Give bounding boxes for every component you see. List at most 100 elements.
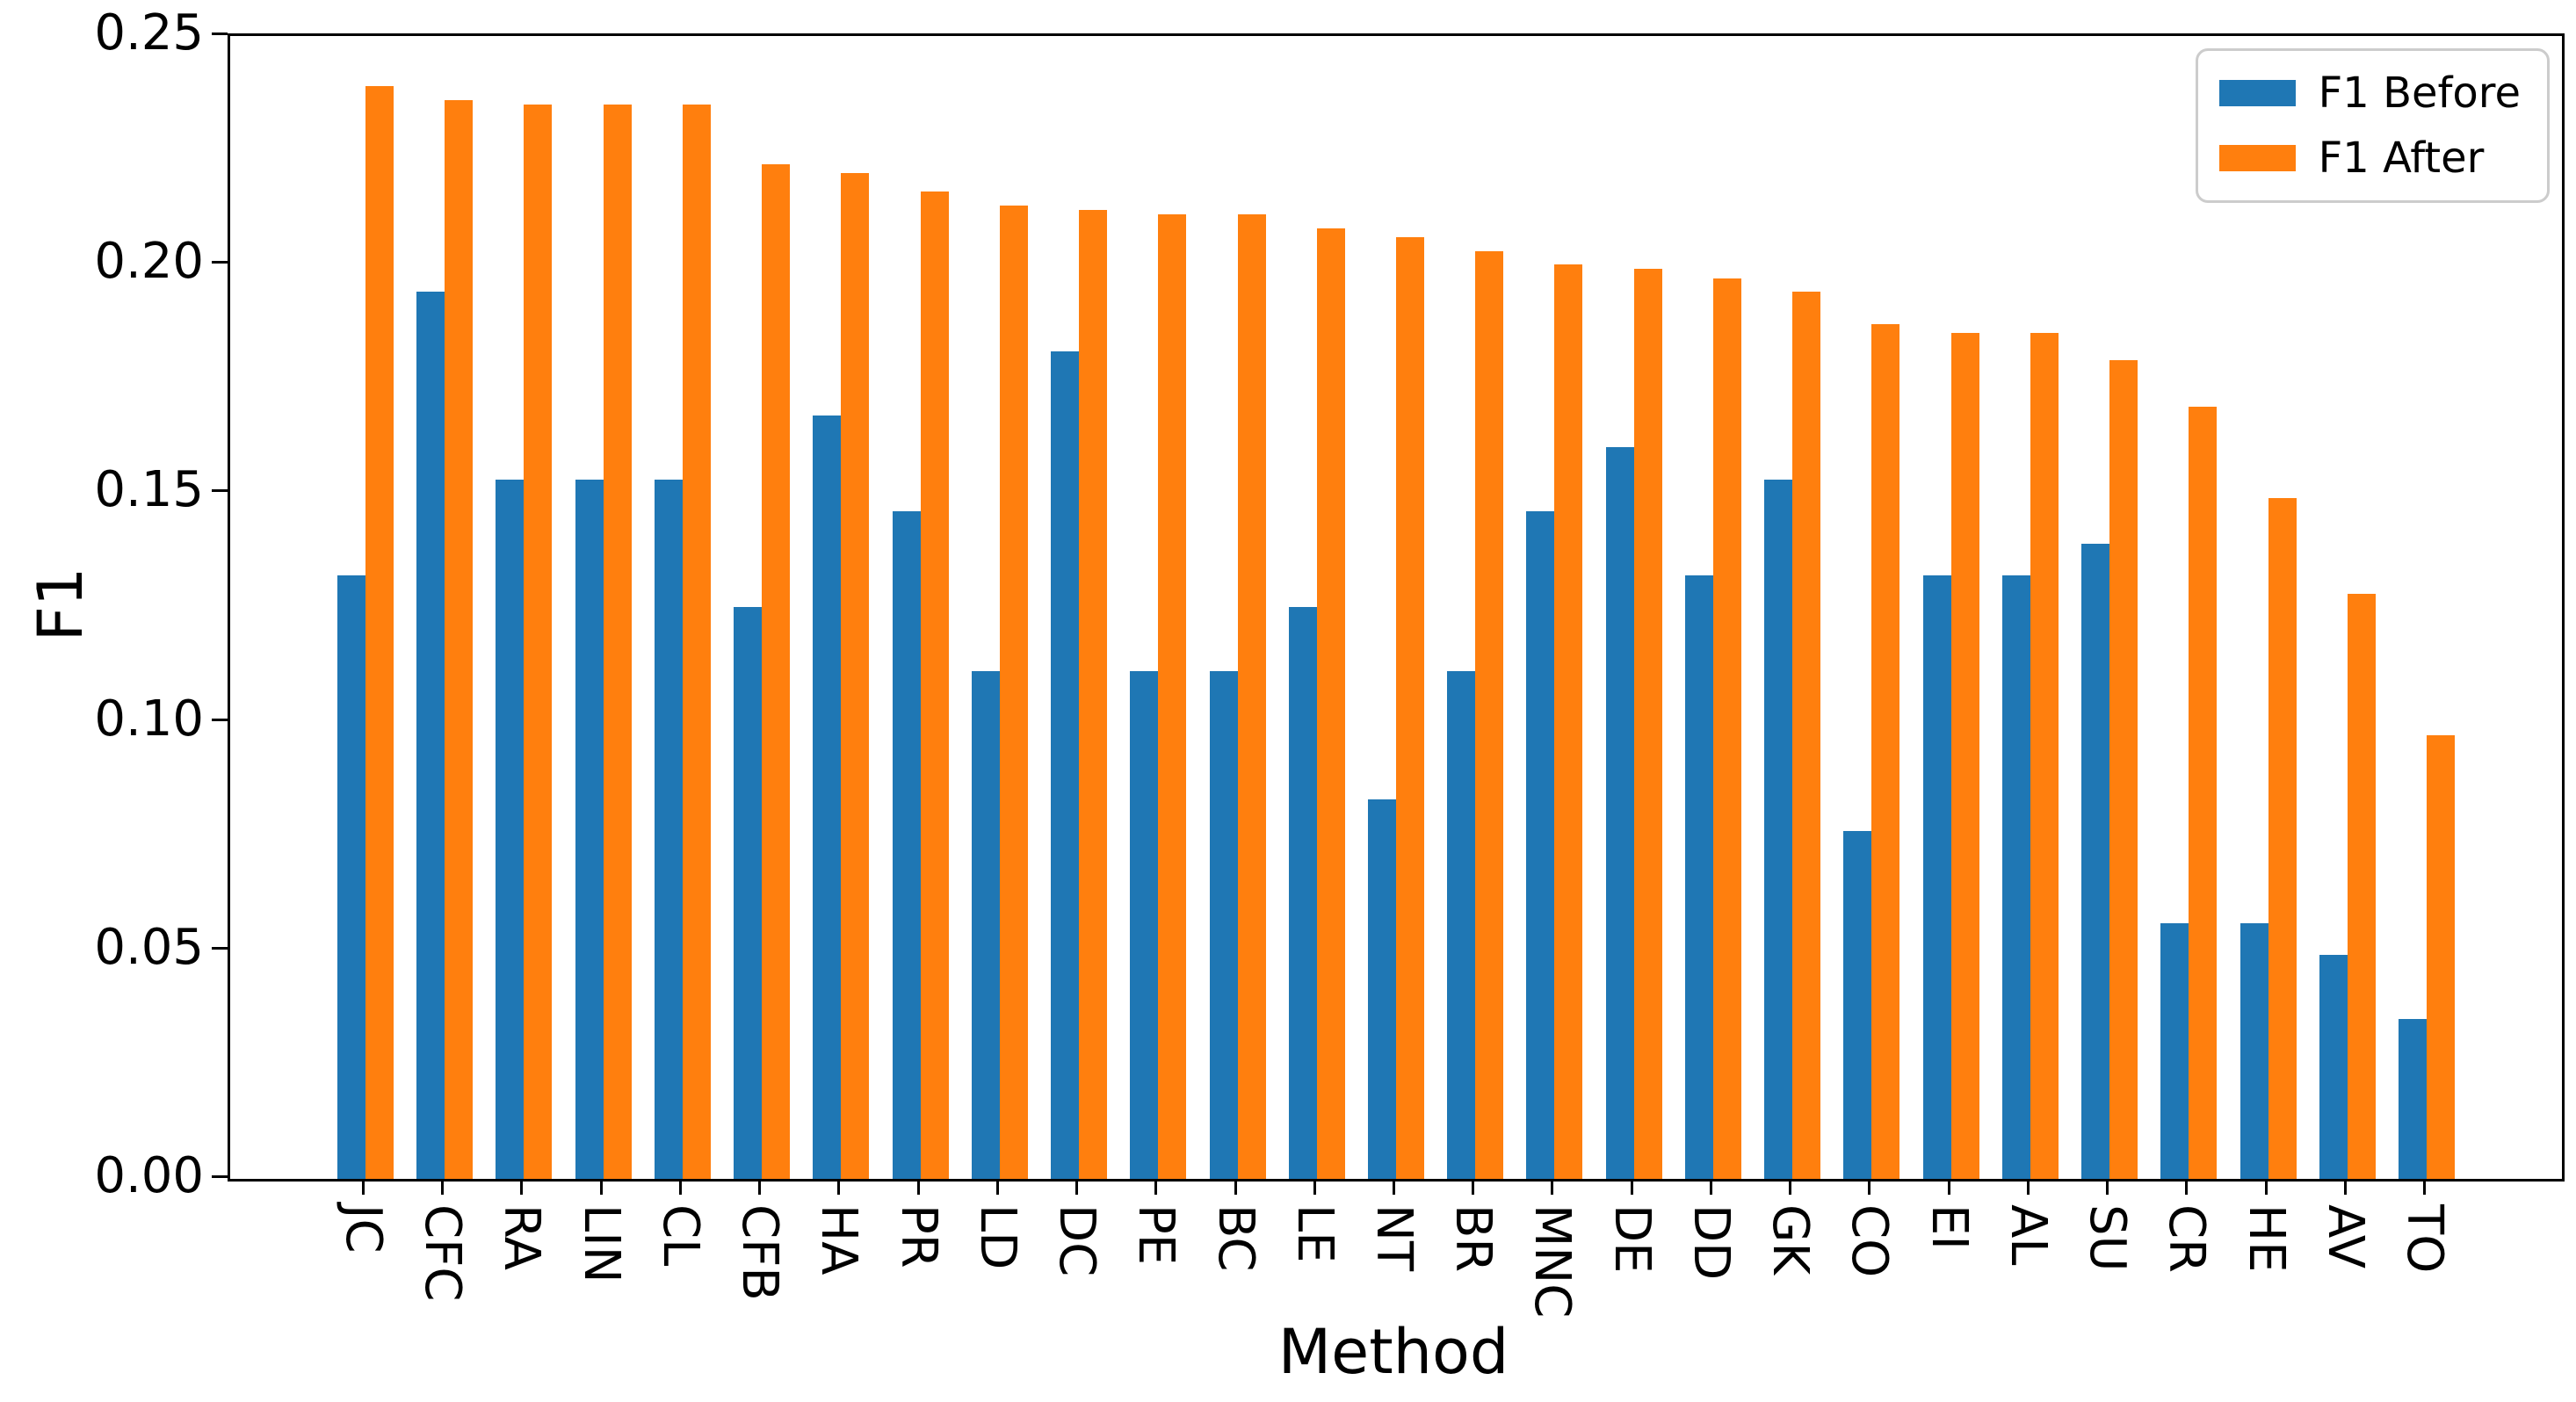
x-tick-label-to: TO — [2396, 1204, 2453, 1274]
bar-before-ha — [813, 416, 841, 1179]
x-tick-label-mnc: MNC — [1523, 1204, 1581, 1319]
bar-before-cfb — [734, 607, 762, 1179]
bar-after-de — [1634, 269, 1662, 1179]
bar-before-cfc — [416, 292, 445, 1179]
bar-before-le — [1289, 607, 1317, 1179]
bar-before-lin — [575, 480, 604, 1179]
legend-entry-f1-before: F1 Before — [2218, 69, 2521, 118]
bar-before-to — [2399, 1019, 2427, 1179]
bar-before-de — [1606, 447, 1634, 1179]
bar-after-bc — [1238, 214, 1266, 1179]
bar-before-su — [2081, 544, 2109, 1179]
x-tick — [1789, 1179, 1791, 1195]
x-tick — [520, 1179, 523, 1195]
legend-label-f1-before: F1 Before — [2318, 69, 2521, 118]
bar-after-cr — [2189, 407, 2217, 1179]
x-tick-label-gk: GK — [1762, 1204, 1819, 1276]
bar-after-av — [2348, 594, 2376, 1179]
bar-before-dc — [1051, 351, 1079, 1179]
bar-after-su — [2109, 360, 2138, 1179]
bar-before-mnc — [1526, 511, 1554, 1179]
y-tick — [212, 33, 228, 35]
x-tick-label-cr: CR — [2158, 1204, 2215, 1274]
bar-after-co — [1871, 324, 1899, 1179]
y-tick — [212, 947, 228, 950]
x-tick-label-co: CO — [1841, 1204, 1898, 1278]
x-tick — [2265, 1179, 2268, 1195]
bar-after-nt — [1396, 237, 1424, 1179]
bar-before-cl — [655, 480, 683, 1179]
x-tick — [996, 1179, 999, 1195]
x-tick-label-de: DE — [1603, 1204, 1661, 1274]
x-tick — [1710, 1179, 1712, 1195]
bar-after-cl — [683, 105, 711, 1179]
x-tick-label-bc: BC — [1207, 1204, 1264, 1272]
bar-before-gk — [1764, 480, 1792, 1179]
x-tick — [758, 1179, 761, 1195]
x-tick-label-av: AV — [2317, 1204, 2374, 1269]
bar-after-lin — [604, 105, 632, 1179]
y-tick — [212, 261, 228, 264]
y-tick-label: 0.25 — [94, 4, 204, 61]
x-tick — [2027, 1179, 2030, 1195]
legend-swatch-f1-before-icon — [2218, 80, 2296, 106]
y-tick-label: 0.00 — [94, 1147, 204, 1204]
x-tick-label-ei: EI — [1921, 1204, 1978, 1250]
x-tick-label-dc: DC — [1048, 1204, 1105, 1277]
x-tick-label-cfc: CFC — [414, 1204, 471, 1302]
x-tick — [2344, 1179, 2347, 1195]
y-tick — [212, 719, 228, 721]
bar-after-mnc — [1554, 264, 1582, 1179]
bar-after-ra — [524, 105, 552, 1179]
x-tick-label-al: AL — [2000, 1204, 2057, 1266]
bar-after-gk — [1792, 292, 1820, 1179]
bar-before-cr — [2160, 923, 2189, 1179]
x-tick — [1948, 1179, 1950, 1195]
bar-before-av — [2319, 955, 2348, 1179]
y-tick — [212, 1175, 228, 1178]
bar-before-pr — [893, 511, 921, 1179]
x-tick — [1551, 1179, 1553, 1195]
x-tick-label-pe: PE — [1127, 1204, 1184, 1266]
x-tick-label-ha: HA — [810, 1204, 867, 1276]
x-tick — [1393, 1179, 1395, 1195]
bar-after-dc — [1079, 210, 1107, 1179]
legend-entry-f1-after: F1 After — [2218, 134, 2521, 183]
x-tick — [679, 1179, 682, 1195]
y-tick-label: 0.15 — [94, 461, 204, 518]
x-tick-label-ld: LD — [969, 1204, 1026, 1270]
x-tick-label-le: LE — [1286, 1204, 1343, 1263]
x-tick — [441, 1179, 444, 1195]
y-tick — [212, 489, 228, 492]
bar-before-he — [2240, 923, 2268, 1179]
x-tick-label-cfb: CFB — [731, 1204, 788, 1301]
bar-after-ha — [841, 173, 869, 1179]
bar-before-dd — [1685, 575, 1713, 1179]
bar-after-cfb — [762, 164, 790, 1179]
bar-after-pe — [1158, 214, 1186, 1179]
y-tick-label: 0.05 — [94, 919, 204, 976]
bar-before-br — [1447, 671, 1475, 1179]
x-tick — [1154, 1179, 1157, 1195]
legend-swatch-f1-after-icon — [2218, 145, 2296, 171]
x-tick — [2423, 1179, 2426, 1195]
x-tick — [362, 1179, 365, 1195]
x-tick — [1075, 1179, 1078, 1195]
x-tick — [1631, 1179, 1633, 1195]
bar-before-jc — [337, 575, 365, 1179]
bar-after-al — [2030, 333, 2059, 1179]
y-axis-title: F1 — [25, 567, 97, 642]
bar-after-ld — [1000, 206, 1028, 1179]
bar-after-ei — [1951, 333, 1979, 1179]
bar-after-pr — [921, 192, 949, 1179]
bar-before-ei — [1923, 575, 1951, 1179]
bar-before-al — [2002, 575, 2030, 1179]
y-tick-label: 0.10 — [94, 690, 204, 748]
bar-after-le — [1317, 228, 1345, 1179]
plot-area: F1 Before F1 After — [228, 33, 2565, 1182]
x-tick-label-cl: CL — [652, 1204, 709, 1267]
bar-after-cfc — [445, 100, 473, 1179]
legend: F1 Before F1 After — [2195, 48, 2550, 203]
bar-after-jc — [365, 86, 394, 1179]
bar-before-nt — [1368, 799, 1396, 1179]
